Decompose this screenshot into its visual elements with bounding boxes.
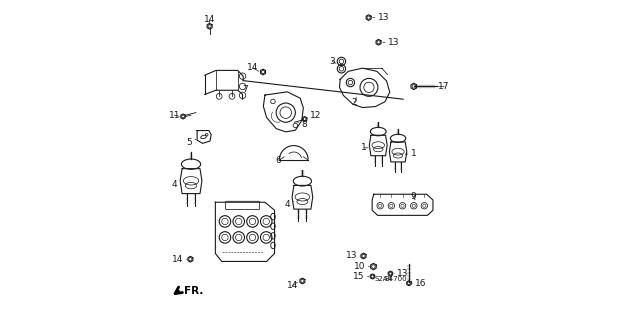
Text: 9: 9 (410, 192, 415, 201)
Text: 14: 14 (204, 15, 215, 25)
Text: 15: 15 (353, 272, 369, 281)
Text: 17: 17 (438, 82, 450, 91)
Text: 16: 16 (412, 279, 426, 288)
Text: 5: 5 (187, 138, 196, 147)
Text: 1: 1 (405, 149, 416, 158)
Text: 3: 3 (330, 57, 336, 66)
Text: 7: 7 (242, 85, 248, 94)
Text: 10: 10 (355, 262, 370, 271)
Text: 2: 2 (352, 97, 357, 107)
Text: 14: 14 (247, 63, 259, 72)
Text: 8: 8 (298, 120, 307, 129)
Text: 1: 1 (362, 143, 368, 152)
Text: 13: 13 (373, 13, 389, 22)
Text: 4: 4 (285, 200, 293, 209)
Text: FR.: FR. (184, 286, 204, 296)
Text: 13: 13 (383, 38, 399, 47)
Text: 14: 14 (287, 281, 298, 290)
Text: 6: 6 (276, 156, 281, 164)
Text: S2A4: S2A4 (374, 276, 392, 282)
Text: 12: 12 (307, 111, 321, 120)
Text: 11: 11 (169, 111, 180, 120)
Text: 14: 14 (172, 255, 187, 264)
Text: B4700: B4700 (385, 276, 408, 282)
Text: 13: 13 (395, 269, 409, 278)
Text: 13: 13 (346, 252, 361, 260)
Text: 4: 4 (172, 180, 181, 188)
